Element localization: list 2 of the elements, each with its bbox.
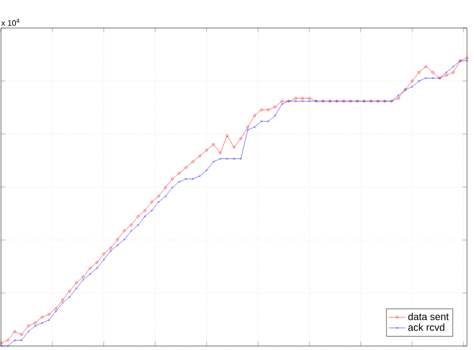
legend-label: ack rcvd xyxy=(408,324,444,331)
legend-label: data sent xyxy=(408,312,449,320)
